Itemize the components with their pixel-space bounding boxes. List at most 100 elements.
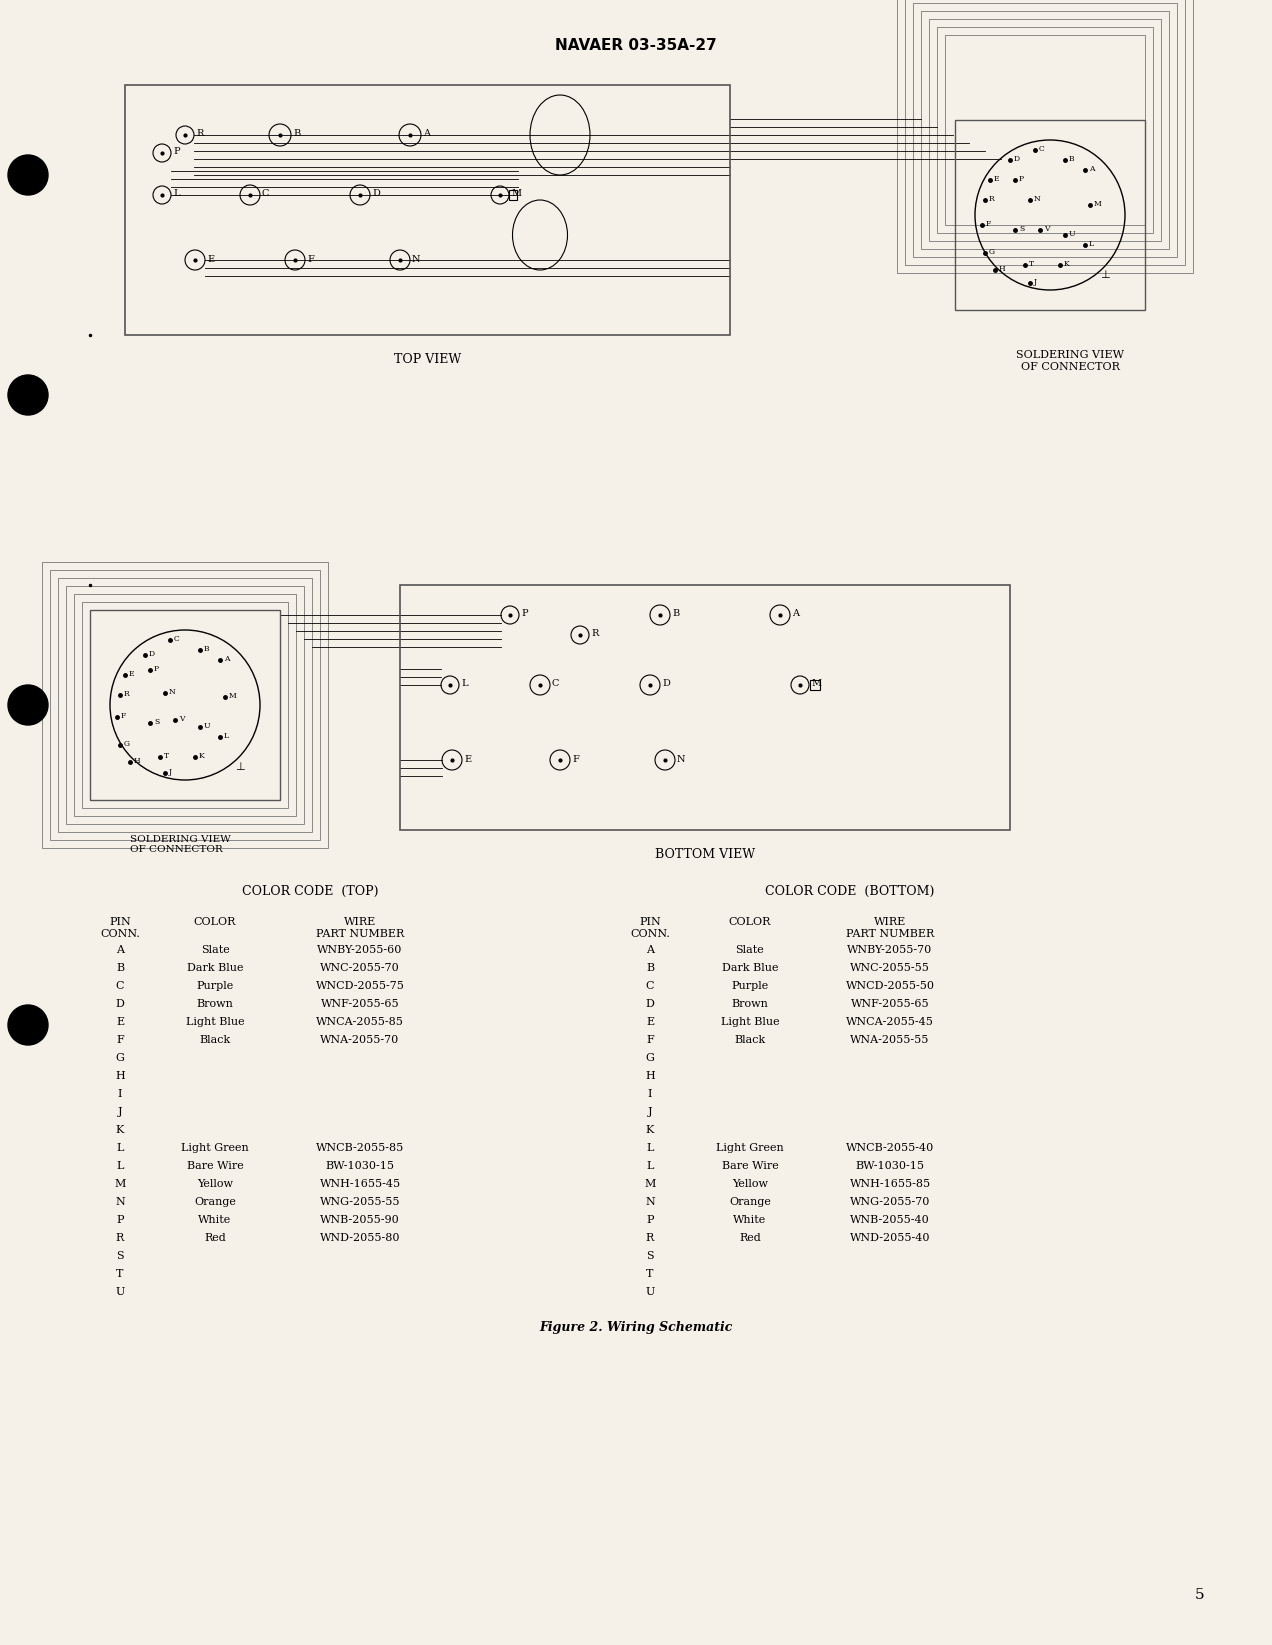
- Text: R: R: [123, 689, 130, 697]
- Text: WND-2055-40: WND-2055-40: [850, 1234, 930, 1244]
- Text: NAVAER 03-35A-27: NAVAER 03-35A-27: [555, 38, 717, 53]
- Text: A: A: [224, 655, 229, 663]
- Text: J: J: [118, 1107, 122, 1117]
- Text: E: E: [993, 174, 1000, 183]
- Text: D: D: [116, 999, 125, 1008]
- Text: F: F: [307, 255, 314, 263]
- Text: G: G: [990, 248, 995, 257]
- Text: S: S: [154, 717, 159, 725]
- Text: L: L: [224, 732, 229, 740]
- Text: R: R: [116, 1234, 125, 1244]
- Text: R: R: [990, 196, 995, 202]
- Text: B: B: [116, 962, 125, 972]
- Text: WNF-2055-65: WNF-2055-65: [321, 999, 399, 1008]
- Text: WNF-2055-65: WNF-2055-65: [851, 999, 930, 1008]
- Text: B: B: [646, 962, 654, 972]
- Text: T: T: [646, 1268, 654, 1280]
- Text: WNCD-2055-75: WNCD-2055-75: [315, 980, 404, 990]
- Text: WNB-2055-40: WNB-2055-40: [850, 1216, 930, 1226]
- Circle shape: [8, 375, 48, 415]
- Text: K: K: [646, 1125, 654, 1135]
- Text: G: G: [116, 1053, 125, 1063]
- Text: WNH-1655-85: WNH-1655-85: [850, 1179, 931, 1189]
- Text: Figure 2. Wiring Schematic: Figure 2. Wiring Schematic: [539, 1321, 733, 1334]
- Text: J: J: [169, 768, 172, 776]
- Text: P: P: [1019, 174, 1024, 183]
- Text: A: A: [424, 130, 430, 138]
- Text: WNCB-2055-85: WNCB-2055-85: [315, 1143, 404, 1153]
- Text: M: M: [229, 693, 237, 701]
- Text: WIRE: WIRE: [343, 916, 377, 928]
- Text: K: K: [116, 1125, 125, 1135]
- Text: B: B: [293, 130, 300, 138]
- Text: Dark Blue: Dark Blue: [187, 962, 243, 972]
- Text: Slate: Slate: [201, 944, 229, 956]
- Text: U: U: [645, 1286, 655, 1296]
- Bar: [42, 563, 328, 849]
- Text: E: E: [128, 670, 135, 678]
- Text: C: C: [646, 980, 654, 990]
- Text: L: L: [116, 1161, 123, 1171]
- Text: Purple: Purple: [196, 980, 234, 990]
- Text: Yellow: Yellow: [731, 1179, 768, 1189]
- Text: Light Green: Light Green: [716, 1143, 784, 1153]
- Text: COLOR CODE  (BOTTOM): COLOR CODE (BOTTOM): [766, 885, 935, 898]
- Bar: [399, 586, 1010, 831]
- Text: WNCD-2055-50: WNCD-2055-50: [846, 980, 935, 990]
- Text: N: N: [169, 688, 176, 696]
- Text: K: K: [1063, 260, 1070, 268]
- Text: WNC-2055-70: WNC-2055-70: [321, 962, 399, 972]
- Text: D: D: [371, 189, 380, 199]
- Text: WNG-2055-70: WNG-2055-70: [850, 1198, 930, 1207]
- Text: V: V: [1044, 225, 1049, 234]
- Text: WNCB-2055-40: WNCB-2055-40: [846, 1143, 934, 1153]
- Text: WNBY-2055-70: WNBY-2055-70: [847, 944, 932, 956]
- Text: M: M: [114, 1179, 126, 1189]
- Text: E: E: [207, 255, 214, 263]
- Text: Brown: Brown: [731, 999, 768, 1008]
- Text: S: S: [646, 1250, 654, 1262]
- Text: C: C: [262, 189, 270, 199]
- Bar: [90, 610, 280, 799]
- Text: ⊥: ⊥: [235, 762, 245, 772]
- Bar: [921, 12, 1169, 248]
- Text: Orange: Orange: [195, 1198, 235, 1207]
- Text: K: K: [198, 752, 205, 760]
- Text: L: L: [116, 1143, 123, 1153]
- Text: Bare Wire: Bare Wire: [721, 1161, 778, 1171]
- Text: F: F: [646, 1035, 654, 1045]
- Bar: [66, 586, 304, 824]
- Text: Black: Black: [734, 1035, 766, 1045]
- Bar: [509, 191, 516, 201]
- Text: L: L: [1089, 240, 1094, 248]
- Bar: [81, 602, 287, 808]
- Text: WNCA-2055-45: WNCA-2055-45: [846, 1017, 934, 1026]
- Circle shape: [8, 155, 48, 196]
- Text: WNG-2055-55: WNG-2055-55: [319, 1198, 401, 1207]
- Text: M: M: [812, 679, 822, 689]
- Text: WND-2055-80: WND-2055-80: [319, 1234, 401, 1244]
- Text: M: M: [511, 189, 522, 199]
- Bar: [937, 26, 1152, 234]
- Text: I: I: [118, 1089, 122, 1099]
- Text: L: L: [646, 1143, 654, 1153]
- Text: B: B: [204, 645, 210, 653]
- Text: PIN: PIN: [639, 916, 661, 928]
- Text: C: C: [174, 635, 179, 643]
- Text: Black: Black: [200, 1035, 230, 1045]
- Text: Red: Red: [204, 1234, 226, 1244]
- Text: 5: 5: [1196, 1587, 1205, 1602]
- Text: F: F: [116, 1035, 123, 1045]
- Text: C: C: [116, 980, 125, 990]
- Text: H: H: [116, 1071, 125, 1081]
- Text: H: H: [645, 1071, 655, 1081]
- Text: A: A: [646, 944, 654, 956]
- Text: T: T: [164, 752, 169, 760]
- Text: L: L: [460, 679, 468, 689]
- Text: J: J: [647, 1107, 653, 1117]
- Bar: [945, 35, 1145, 225]
- Text: L: L: [646, 1161, 654, 1171]
- Text: Brown: Brown: [197, 999, 234, 1008]
- Text: Purple: Purple: [731, 980, 768, 990]
- Text: Dark Blue: Dark Blue: [721, 962, 778, 972]
